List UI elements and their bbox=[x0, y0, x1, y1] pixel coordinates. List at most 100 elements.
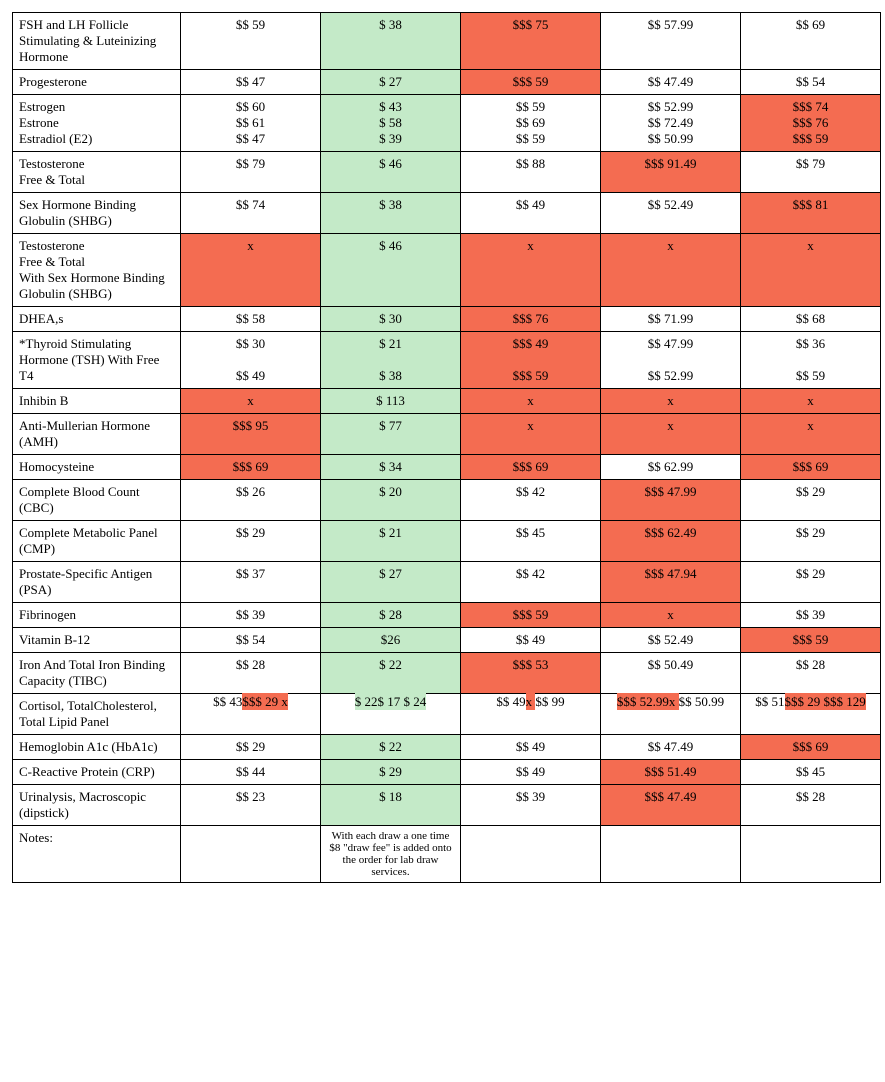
price-cell: $ 113 bbox=[321, 389, 461, 414]
price-cell: $$ 52.99$$ 72.49$$ 50.99 bbox=[601, 95, 741, 152]
price-cell: $$ 29 bbox=[741, 521, 881, 562]
price-cell: $$ 71.99 bbox=[601, 307, 741, 332]
price-cell: $$ 47 bbox=[181, 70, 321, 95]
price-cell: $ 38 bbox=[321, 13, 461, 70]
price-cell: $ 21 bbox=[321, 521, 461, 562]
price-cell: $$ 49 bbox=[461, 735, 601, 760]
price-cell bbox=[601, 826, 741, 883]
price-cell: $$$ 59 bbox=[741, 628, 881, 653]
price-cell: $$ 29 bbox=[181, 735, 321, 760]
price-cell: $ 34 bbox=[321, 455, 461, 480]
price-cell: $ 18 bbox=[321, 785, 461, 826]
table-row: TestosteroneFree & Total$$ 79$ 46$$ 88$$… bbox=[13, 152, 881, 193]
price-cell: x bbox=[741, 414, 881, 455]
price-cell: $$$ 62.49 bbox=[601, 521, 741, 562]
price-cell: $$$ 59 bbox=[461, 603, 601, 628]
price-cell: x bbox=[601, 389, 741, 414]
price-cell: $$ 59$$ 69$$ 59 bbox=[461, 95, 601, 152]
price-cell: $$$ 49 $$$ 59 bbox=[461, 332, 601, 389]
price-cell: $$ 69 bbox=[741, 13, 881, 70]
price-cell: $$ 60$$ 61$$ 47 bbox=[181, 95, 321, 152]
price-cell: $$$ 59 bbox=[461, 70, 601, 95]
price-cell: $$ 47.49 bbox=[601, 70, 741, 95]
table-row: Fibrinogen$$ 39$ 28$$$ 59x$$ 39 bbox=[13, 603, 881, 628]
price-cell: $$$ 51.49 bbox=[601, 760, 741, 785]
row-label: Anti-Mullerian Hormone (AMH) bbox=[13, 414, 181, 455]
price-cell: $$ 26 bbox=[181, 480, 321, 521]
price-cell: x bbox=[461, 414, 601, 455]
price-cell: $ 43$ 58$ 39 bbox=[321, 95, 461, 152]
price-cell: $$ 58 bbox=[181, 307, 321, 332]
price-cell: $ 77 bbox=[321, 414, 461, 455]
price-cell: x bbox=[601, 234, 741, 307]
price-cell: $$$ 75 bbox=[461, 13, 601, 70]
row-label: Complete Blood Count (CBC) bbox=[13, 480, 181, 521]
table-row: FSH and LH Follicle Stimulating & Lutein… bbox=[13, 13, 881, 70]
price-cell: x bbox=[601, 603, 741, 628]
price-cell: $$ 57.99 bbox=[601, 13, 741, 70]
row-label: TestosteroneFree & TotalWith Sex Hormone… bbox=[13, 234, 181, 307]
table-row: Hemoglobin A1c (HbA1c)$$ 29$ 22$$ 49$$ 4… bbox=[13, 735, 881, 760]
table-row: Iron And Total Iron Binding Capacity (TI… bbox=[13, 653, 881, 694]
row-label: Sex Hormone Binding Globulin (SHBG) bbox=[13, 193, 181, 234]
row-label: Iron And Total Iron Binding Capacity (TI… bbox=[13, 653, 181, 694]
table-row: C-Reactive Protein (CRP)$$ 44$ 29$$ 49$$… bbox=[13, 760, 881, 785]
table-row: Progesterone$$ 47$ 27$$$ 59$$ 47.49$$ 54 bbox=[13, 70, 881, 95]
price-cell: $$ 23 bbox=[181, 785, 321, 826]
price-cell: $ 38 bbox=[321, 193, 461, 234]
row-label: EstrogenEstroneEstradiol (E2) bbox=[13, 95, 181, 152]
price-cell: $$ 28 bbox=[741, 653, 881, 694]
table-row: Urinalysis, Macroscopic (dipstick)$$ 23$… bbox=[13, 785, 881, 826]
price-cell: $$$ 81 bbox=[741, 193, 881, 234]
price-cell: $$ 62.99 bbox=[601, 455, 741, 480]
price-cell: $$ 49 bbox=[461, 760, 601, 785]
price-cell: $$ 39 bbox=[461, 785, 601, 826]
price-cell: $$ 49 bbox=[461, 193, 601, 234]
price-cell: $$ 59 bbox=[181, 13, 321, 70]
price-cell: x bbox=[181, 389, 321, 414]
price-cell: $$ 79 bbox=[741, 152, 881, 193]
table-row: TestosteroneFree & TotalWith Sex Hormone… bbox=[13, 234, 881, 307]
row-label: TestosteroneFree & Total bbox=[13, 152, 181, 193]
row-label: C-Reactive Protein (CRP) bbox=[13, 760, 181, 785]
price-cell: $$ 47.99 $$ 52.99 bbox=[601, 332, 741, 389]
price-cell: $$ 88 bbox=[461, 152, 601, 193]
price-cell: $$ 79 bbox=[181, 152, 321, 193]
table-row: Sex Hormone Binding Globulin (SHBG)$$ 74… bbox=[13, 193, 881, 234]
row-label: Homocysteine bbox=[13, 455, 181, 480]
price-cell: x bbox=[461, 234, 601, 307]
price-cell: $$ 45 bbox=[741, 760, 881, 785]
table-row: Inhibin Bx$ 113xxx bbox=[13, 389, 881, 414]
price-cell: $$ 50.49 bbox=[601, 653, 741, 694]
price-cell: $$ 29 bbox=[741, 562, 881, 603]
price-cell: $ 22 bbox=[321, 735, 461, 760]
price-cell: $$ 49x $$ 99 bbox=[461, 694, 601, 735]
price-cell: $$ 54 bbox=[741, 70, 881, 95]
price-cell: $$ 43$$$ 29 x bbox=[181, 694, 321, 735]
row-label: Fibrinogen bbox=[13, 603, 181, 628]
price-cell: $$ 28 bbox=[741, 785, 881, 826]
price-cell: $$$ 47.49 bbox=[601, 785, 741, 826]
price-cell: $$ 74 bbox=[181, 193, 321, 234]
price-cell: $$$ 74$$$ 76$$$ 59 bbox=[741, 95, 881, 152]
price-cell: $ 21 $ 38 bbox=[321, 332, 461, 389]
row-label: Vitamin B-12 bbox=[13, 628, 181, 653]
price-cell: $$ 52.49 bbox=[601, 193, 741, 234]
price-cell: $$ 29 bbox=[741, 480, 881, 521]
price-cell: $$ 52.49 bbox=[601, 628, 741, 653]
price-cell: $$$ 52.99x $$ 50.99 bbox=[601, 694, 741, 735]
row-label: Complete Metabolic Panel (CMP) bbox=[13, 521, 181, 562]
price-cell: $$ 44 bbox=[181, 760, 321, 785]
price-cell: x bbox=[741, 389, 881, 414]
price-cell: $ 29 bbox=[321, 760, 461, 785]
table-row: Homocysteine$$$ 69$ 34$$$ 69$$ 62.99$$$ … bbox=[13, 455, 881, 480]
price-cell: $$ 30 $$ 49 bbox=[181, 332, 321, 389]
row-label: Inhibin B bbox=[13, 389, 181, 414]
price-cell: $$ 51$$$ 29 $$$ 129 bbox=[741, 694, 881, 735]
table-row: DHEA,s$$ 58$ 30$$$ 76$$ 71.99$$ 68 bbox=[13, 307, 881, 332]
table-row: Notes: With each draw a one time $8 "dra… bbox=[13, 826, 881, 883]
price-cell: $$ 68 bbox=[741, 307, 881, 332]
price-cell: $ 27 bbox=[321, 562, 461, 603]
table-row: Cortisol, TotalCholesterol, Total Lipid … bbox=[13, 694, 881, 735]
price-comparison-table: FSH and LH Follicle Stimulating & Lutein… bbox=[12, 12, 881, 883]
